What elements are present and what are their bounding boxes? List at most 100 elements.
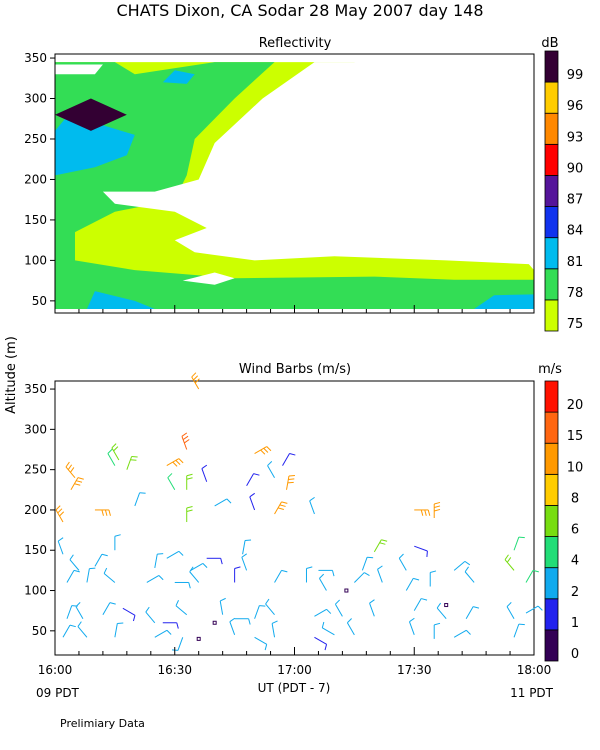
wind-barb <box>55 505 65 523</box>
x-tick-label-1600: 16:00 <box>38 663 73 677</box>
wind-barb-calm <box>344 588 349 593</box>
wind-colorbar-swatch-20 <box>544 380 559 413</box>
wind-barb <box>265 598 275 616</box>
wind-barb <box>267 460 275 478</box>
wind-barb <box>274 501 288 515</box>
wind-barb <box>286 474 295 490</box>
wind-barb <box>464 566 475 583</box>
wind-barbs-frame <box>54 380 535 656</box>
wind-y-axis: 50 100 150 200 250 300 350 <box>24 382 55 638</box>
reflectivity-colorbar-swatch-96 <box>544 81 559 114</box>
reflectivity-colorbar-label-78: 78 <box>567 286 584 301</box>
reflectivity-colorbar-swatch-87 <box>544 175 559 207</box>
wind-colorbar-swatch-1 <box>544 598 559 631</box>
wind-colorbar-swatch-4 <box>544 536 559 569</box>
wind-barb <box>154 553 164 569</box>
wind-colorbar-label-6: 6 <box>571 523 579 538</box>
wind-barb <box>94 553 108 567</box>
wind-barb <box>314 608 332 617</box>
wind-barb <box>206 557 223 565</box>
wind-barb <box>525 569 539 583</box>
wind-barb <box>62 624 76 638</box>
wind-barb <box>186 505 193 523</box>
wind-barb <box>433 622 441 639</box>
wind-colorbar-label-10: 10 <box>567 460 584 475</box>
wind-ytick-label-150: 150 <box>24 543 47 557</box>
reflectivity-gap-top-left <box>55 64 103 75</box>
figure-title: CHATS Dixon, CA Sodar 28 May 2007 day 14… <box>116 1 483 20</box>
wind-barbs-title: Wind Barbs (m/s) <box>239 362 351 377</box>
reflectivity-region-blue-right <box>474 294 534 309</box>
reflectivity-colorbar-swatch-81 <box>544 237 559 270</box>
wind-barb <box>271 620 278 638</box>
right-note: 11 PDT <box>510 686 554 700</box>
wind-barb <box>249 492 256 511</box>
wind-barb <box>321 621 335 636</box>
reflectivity-region-blue-upper <box>55 106 135 176</box>
wind-barb <box>190 562 208 571</box>
wind-barb <box>154 629 172 638</box>
reflectivity-region-blue-lower <box>55 291 155 309</box>
wind-barb <box>369 599 375 617</box>
wind-colorbar-label-4: 4 <box>571 554 579 569</box>
wind-colorbar-swatch-10 <box>544 442 559 475</box>
wind-barb <box>429 570 437 587</box>
x-axis-label: UT (PDT - 7) <box>258 681 331 695</box>
wind-barb <box>86 567 96 583</box>
wind-barb <box>146 575 164 583</box>
wind-colorbar-swatch-6 <box>544 505 559 537</box>
wind-barb <box>453 560 471 571</box>
wind-colorbar-swatch-8 <box>544 473 559 506</box>
reflectivity-ytick-label-200: 200 <box>24 172 47 186</box>
reflectivity-colorbar-swatch-90 <box>544 143 559 176</box>
x-tick-label-1730: 17:30 <box>397 663 432 677</box>
reflectivity-ytick-label-350: 350 <box>24 51 47 65</box>
wind-barb <box>114 534 121 551</box>
wind-barb <box>229 617 236 636</box>
wind-barb <box>453 629 471 638</box>
wind-barb <box>254 446 272 455</box>
wind-ytick-label-250: 250 <box>24 463 47 477</box>
wind-barb <box>57 537 64 555</box>
reflectivity-region-blue-top <box>162 70 195 84</box>
wind-barb <box>107 448 116 466</box>
wind-barb <box>70 477 84 491</box>
wind-barb <box>162 622 179 629</box>
wind-colorbar-label-2: 2 <box>571 585 579 600</box>
reflectivity-ytick-label-250: 250 <box>24 132 47 146</box>
wind-barb <box>234 566 241 583</box>
reflectivity-title: Reflectivity <box>259 36 332 51</box>
wind-barb <box>242 539 252 555</box>
wind-ytick-label-200: 200 <box>24 503 47 517</box>
wind-barb <box>346 618 355 636</box>
wind-barb <box>69 554 80 571</box>
reflectivity-colorbar-label-87: 87 <box>567 193 584 208</box>
wind-barb <box>174 581 191 589</box>
reflectivity-colorbar-swatch-93 <box>544 112 559 145</box>
wind-barb <box>254 636 268 651</box>
wind-barb <box>66 569 80 583</box>
wind-barb <box>373 539 388 553</box>
reflectivity-colorbar-label-93: 93 <box>567 130 584 145</box>
wind-barb <box>65 461 76 479</box>
wind-barb <box>103 567 116 583</box>
wind-colorbar-label-20: 20 <box>567 398 584 413</box>
wind-barb <box>282 453 296 466</box>
wind-barb <box>513 536 525 551</box>
wind-barb <box>414 509 431 516</box>
wind-barb <box>201 464 208 482</box>
reflectivity-colorbar-label-90: 90 <box>567 161 584 176</box>
reflectivity-ytick-label-150: 150 <box>24 213 47 227</box>
left-note: 09 PDT <box>36 686 80 700</box>
reflectivity-y-axis: 50 100 150 200 250 300 350 <box>24 51 55 308</box>
reflectivity-ytick-label-300: 300 <box>24 92 47 106</box>
wind-barb <box>166 458 184 467</box>
wind-colorbar-swatch-0 <box>544 629 559 662</box>
reflectivity-ytick-label-50: 50 <box>32 294 47 308</box>
reflectivity-x-ticks <box>54 305 535 313</box>
wind-colorbar-label-8: 8 <box>571 491 579 506</box>
x-tick-label-1700: 17:00 <box>277 663 312 677</box>
wind-barb <box>309 496 315 515</box>
wind-barb <box>506 602 515 619</box>
